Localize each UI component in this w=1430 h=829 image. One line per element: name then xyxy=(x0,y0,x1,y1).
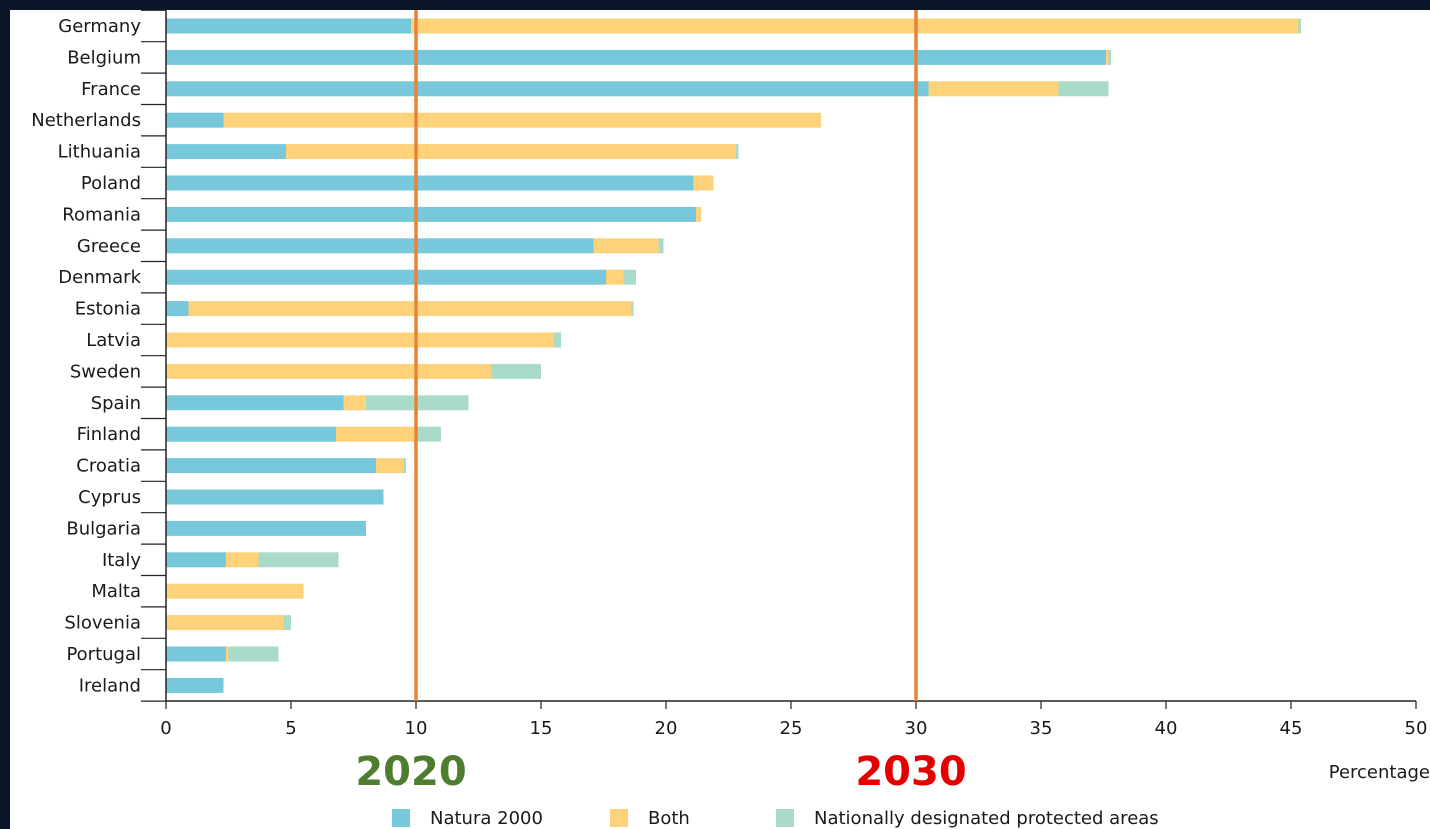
x-tick-label: 40 xyxy=(1155,718,1178,739)
legend-label: Nationally designated protected areas xyxy=(814,808,1159,829)
bar-belgium-both xyxy=(1106,49,1109,65)
category-label: France xyxy=(81,79,141,100)
category-label: Lithuania xyxy=(58,142,141,163)
bar-spain-both xyxy=(343,395,366,411)
x-tick-label: 35 xyxy=(1030,718,1053,739)
bar-italy-both xyxy=(226,552,259,568)
bar-spain-natura-2000 xyxy=(166,395,344,411)
category-label: Netherlands xyxy=(31,110,141,131)
x-tick-label: 15 xyxy=(530,718,553,739)
bar-lithuania-natura-2000 xyxy=(166,144,286,160)
bar-ireland-natura-2000 xyxy=(166,677,224,693)
bar-france-natura-2000 xyxy=(166,81,929,97)
reference-label-2030: 2030 xyxy=(855,749,966,795)
category-label: Germany xyxy=(58,16,141,37)
bar-cyprus-natura-2000 xyxy=(166,489,384,505)
bar-portugal-national xyxy=(228,646,279,662)
x-tick-label: 5 xyxy=(285,718,296,739)
bar-lithuania-both xyxy=(286,144,736,160)
bar-italy-natura-2000 xyxy=(166,552,226,568)
reference-label-2020: 2020 xyxy=(355,749,466,795)
bar-belgium-natura-2000 xyxy=(166,49,1106,65)
bar-germany-national xyxy=(1298,18,1301,34)
x-tick-label: 10 xyxy=(405,718,428,739)
category-label: Ireland xyxy=(79,675,141,696)
category-label: Latvia xyxy=(86,330,141,351)
category-label: Finland xyxy=(77,424,141,445)
category-label: Romania xyxy=(62,204,141,225)
category-label: Spain xyxy=(91,393,141,414)
bar-croatia-natura-2000 xyxy=(166,458,376,474)
category-label: Bulgaria xyxy=(66,518,141,539)
bar-portugal-natura-2000 xyxy=(166,646,226,662)
bar-sweden-national xyxy=(491,363,541,379)
x-tick-label: 0 xyxy=(160,718,171,739)
plot-background xyxy=(10,10,1430,829)
category-label: Portugal xyxy=(66,644,141,665)
bar-estonia-natura-2000 xyxy=(166,301,189,317)
bar-poland-natura-2000 xyxy=(166,175,694,191)
category-label: Belgium xyxy=(67,47,141,68)
bar-bulgaria-natura-2000 xyxy=(166,520,366,536)
legend-swatch xyxy=(392,809,410,827)
bar-finland-national xyxy=(416,426,441,442)
bar-belgium-national xyxy=(1108,49,1111,65)
bar-germany-natura-2000 xyxy=(166,18,411,34)
category-label: Croatia xyxy=(76,456,141,477)
bar-romania-both xyxy=(696,206,701,222)
bar-slovenia-both xyxy=(166,615,284,631)
bar-poland-both xyxy=(693,175,714,191)
bar-denmark-both xyxy=(606,269,624,285)
x-tick-label: 20 xyxy=(655,718,678,739)
bar-latvia-national xyxy=(553,332,561,348)
bar-greece-natura-2000 xyxy=(166,238,594,254)
x-axis-label: Percentage xyxy=(1329,762,1430,783)
bar-france-both xyxy=(928,81,1059,97)
category-label: Greece xyxy=(77,236,141,257)
legend-label: Both xyxy=(648,808,690,829)
bar-sweden-both xyxy=(166,363,491,379)
bar-slovenia-national xyxy=(283,615,291,631)
category-label: Cyprus xyxy=(78,487,141,508)
x-tick-label: 45 xyxy=(1280,718,1303,739)
category-label: Denmark xyxy=(58,267,141,288)
bar-denmark-natura-2000 xyxy=(166,269,606,285)
x-tick-label: 25 xyxy=(780,718,803,739)
bar-croatia-both xyxy=(376,458,404,474)
bar-netherlands-both xyxy=(223,112,821,128)
category-label: Poland xyxy=(81,173,141,194)
bar-latvia-both xyxy=(166,332,554,348)
bar-malta-both xyxy=(166,583,304,599)
bar-germany-both xyxy=(411,18,1299,34)
x-tick-label: 50 xyxy=(1405,718,1428,739)
bar-estonia-both xyxy=(188,301,631,317)
category-label: Slovenia xyxy=(64,613,141,634)
bar-estonia-national xyxy=(631,301,634,317)
bar-netherlands-natura-2000 xyxy=(166,112,224,128)
category-label: Sweden xyxy=(70,361,141,382)
bar-romania-natura-2000 xyxy=(166,206,696,222)
legend-swatch xyxy=(776,809,794,827)
bar-france-national xyxy=(1058,81,1109,97)
bar-finland-natura-2000 xyxy=(166,426,336,442)
bar-italy-national xyxy=(258,552,339,568)
bar-lithuania-national xyxy=(736,144,739,160)
bar-finland-both xyxy=(336,426,416,442)
category-label: Estonia xyxy=(75,299,141,320)
category-label: Malta xyxy=(91,581,141,602)
legend-label: Natura 2000 xyxy=(430,808,543,829)
bar-greece-both xyxy=(593,238,659,254)
bar-denmark-national xyxy=(623,269,636,285)
bar-croatia-national xyxy=(403,458,406,474)
category-label: Italy xyxy=(102,550,141,571)
bar-portugal-both xyxy=(226,646,229,662)
legend-swatch xyxy=(610,809,628,827)
bar-greece-national xyxy=(658,238,664,254)
x-tick-label: 30 xyxy=(905,718,928,739)
